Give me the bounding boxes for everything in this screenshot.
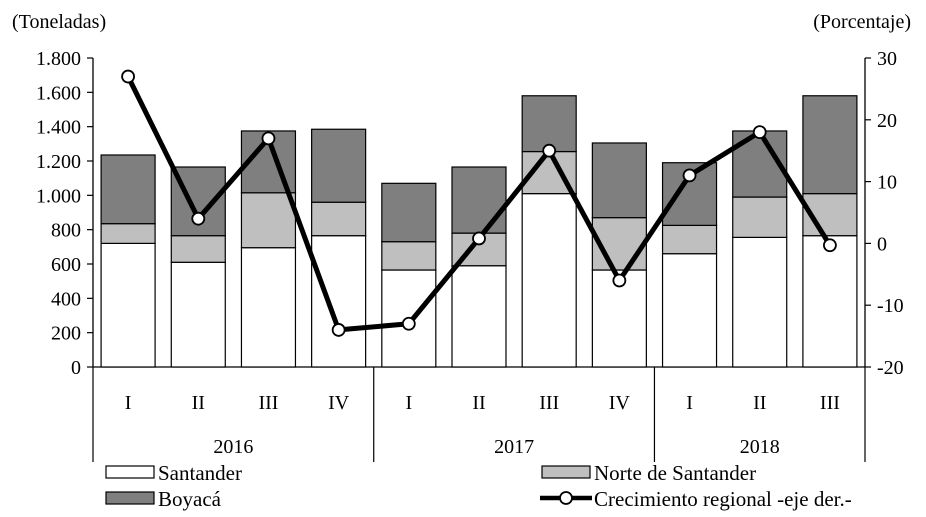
growth-point-4	[401, 316, 416, 331]
growth-point-1	[191, 211, 206, 226]
quarter-label-10: III	[820, 392, 840, 414]
growth-point-8	[682, 168, 697, 183]
bar-segment-boyac--0	[100, 154, 156, 225]
growth-point-3	[331, 323, 346, 337]
bar-segment-boyac--7	[591, 142, 647, 219]
bar-segment-norte-de-santander-9	[732, 196, 788, 238]
left-tick-label: 1.000	[36, 185, 81, 207]
year-label-2017: 2017	[494, 436, 534, 458]
bar-segment-norte-de-santander-1	[170, 235, 226, 263]
bar-segment-boyac--10	[802, 95, 858, 195]
left-tick-label: 1.400	[36, 117, 81, 139]
growth-point-9	[752, 125, 767, 140]
bar-segment-santander-3	[311, 235, 367, 368]
quarter-label-9: II	[753, 392, 766, 414]
legend-label-3: Crecimiento regional -eje der.-	[594, 487, 852, 511]
growth-point-2	[261, 131, 276, 146]
left-tick-label: 600	[51, 254, 81, 276]
left-tick-label: 0	[71, 357, 81, 379]
year-label-2016: 2016	[213, 436, 253, 458]
left-tick-label: 200	[51, 323, 81, 345]
legend-label-0: Santander	[158, 461, 242, 485]
bar-segment-santander-2	[240, 247, 297, 368]
bar-segment-santander-10	[802, 235, 858, 368]
bar-segment-boyac--5	[451, 166, 507, 234]
growth-point-7	[612, 273, 627, 288]
quarter-label-3: IV	[328, 392, 350, 414]
growth-point-5	[472, 231, 486, 246]
right-tick-label: 0	[877, 233, 887, 255]
left-axis-title: (Toneladas)	[12, 11, 106, 33]
right-tick-label: 30	[877, 48, 897, 70]
legend: Santander Norte de Santander Boyacá Crecimi…	[105, 461, 852, 511]
legend-swatch-2	[105, 491, 155, 505]
legend-swatch-1	[541, 465, 591, 479]
bars-layer	[100, 95, 858, 368]
legend-swatch-marker	[559, 491, 573, 505]
left-tick-label: 1.200	[36, 151, 81, 173]
legend-label-1: Norte de Santander	[594, 461, 756, 485]
bar-segment-santander-9	[732, 236, 788, 368]
bar-segment-santander-6	[521, 193, 577, 368]
quarter-label-7: IV	[609, 392, 631, 414]
bar-segment-norte-de-santander-0	[100, 223, 156, 245]
quarter-label-5: II	[472, 392, 485, 414]
quarter-label-1: II	[192, 392, 205, 414]
bar-segment-norte-de-santander-4	[381, 241, 437, 271]
axes-layer: 02004006008001.0001.2001.4001.6001.800-2…	[36, 48, 904, 379]
growth-line-layer	[121, 69, 837, 337]
left-tick-label: 1.800	[36, 48, 81, 70]
year-label-2018: 2018	[740, 436, 780, 458]
right-tick-label: -20	[877, 357, 904, 379]
bar-segment-santander-1	[170, 261, 226, 368]
bar-segment-boyac--6	[521, 95, 577, 153]
left-tick-label: 400	[51, 288, 81, 310]
growth-point-10	[823, 238, 837, 253]
bar-segment-norte-de-santander-2	[240, 192, 297, 249]
right-tick-label: 20	[877, 110, 897, 132]
quarter-label-8: I	[686, 392, 693, 414]
right-tick-label: 10	[877, 172, 897, 194]
legend-swatch-0	[105, 465, 155, 479]
growth-point-0	[121, 69, 135, 84]
quarter-label-0: I	[125, 392, 132, 414]
bar-segment-boyac--4	[381, 182, 437, 243]
bar-segment-norte-de-santander-8	[661, 224, 718, 255]
quarter-label-4: I	[405, 392, 412, 414]
left-tick-label: 1.600	[36, 82, 81, 104]
bar-segment-santander-8	[661, 253, 718, 368]
bar-segment-santander-5	[451, 265, 507, 368]
right-tick-label: -10	[877, 295, 904, 317]
bar-segment-santander-0	[100, 242, 156, 368]
right-axis-title: (Porcentaje)	[813, 11, 911, 33]
bar-segment-norte-de-santander-3	[311, 201, 367, 237]
bar-segment-boyac--3	[311, 128, 367, 203]
legend-label-2: Boyacá	[158, 487, 222, 511]
quarter-label-6: III	[539, 392, 559, 414]
quarter-label-2: III	[258, 392, 278, 414]
growth-point-6	[542, 143, 557, 158]
left-tick-label: 800	[51, 220, 81, 242]
